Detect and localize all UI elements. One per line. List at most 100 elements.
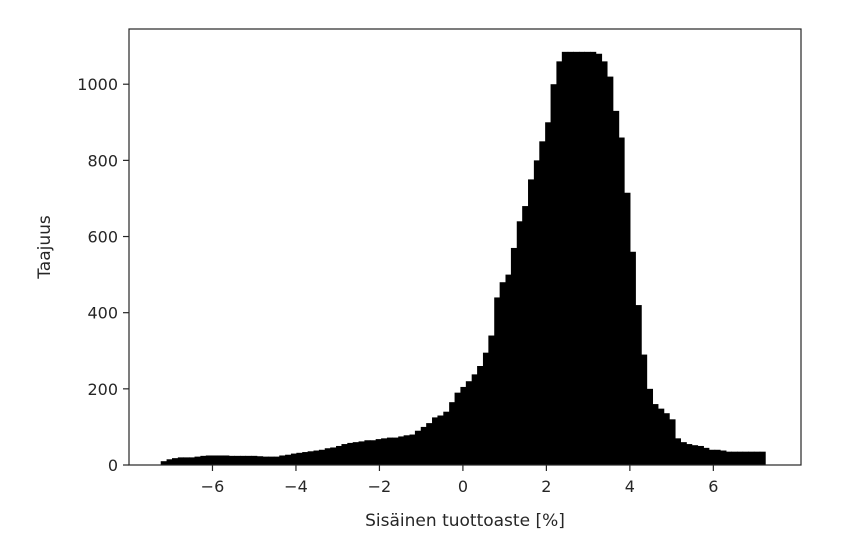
histogram-bar: [674, 438, 681, 465]
histogram-bar: [465, 381, 473, 465]
histogram-bar: [539, 141, 546, 465]
histogram-bar: [612, 110, 620, 466]
histogram-bar: [251, 455, 258, 465]
histogram-bar: [714, 449, 721, 465]
histogram-bar: [759, 451, 766, 465]
y-tick-label: 1000: [77, 75, 118, 94]
histogram-bar: [748, 451, 755, 465]
x-tick-label: 0: [458, 477, 468, 496]
histogram-bar: [443, 411, 450, 465]
histogram-bar: [381, 438, 388, 465]
x-tick-label: 4: [625, 477, 635, 496]
histogram-bar: [290, 453, 297, 465]
histogram-bar: [567, 51, 574, 465]
histogram-bar: [686, 444, 693, 465]
histogram-bar: [392, 437, 399, 465]
histogram-bar: [302, 452, 309, 465]
histogram-bar: [618, 137, 625, 465]
histogram-bar: [245, 455, 252, 465]
histogram-bar: [556, 61, 563, 466]
histogram-bar: [313, 450, 320, 465]
histogram-bar: [641, 354, 648, 465]
histogram-bar: [680, 442, 687, 465]
histogram-bar: [189, 457, 196, 465]
y-tick-label: 0: [108, 456, 118, 475]
histogram-bar: [601, 61, 608, 466]
histogram-bar: [624, 192, 631, 466]
histogram-bar: [375, 439, 382, 465]
histogram-bar: [703, 447, 710, 465]
histogram-bar: [725, 451, 732, 465]
histogram-bar: [488, 335, 495, 465]
histogram-bar: [183, 457, 190, 465]
histogram-bar: [657, 408, 665, 465]
histogram-bar: [652, 404, 659, 465]
histogram-bar: [211, 455, 219, 465]
histogram-bar: [545, 122, 552, 465]
histogram-bar: [697, 445, 704, 465]
histogram-bar: [369, 440, 377, 465]
histogram-bar: [720, 450, 727, 465]
histogram-bar: [205, 455, 213, 465]
histogram-bar: [590, 51, 597, 465]
histogram-bar: [426, 423, 433, 465]
histogram-bar: [330, 447, 337, 465]
histogram-bar: [273, 456, 280, 465]
histogram-bar: [584, 51, 591, 465]
x-tick-label: −4: [284, 477, 308, 496]
histogram-bar: [318, 449, 326, 465]
histogram-bar: [414, 430, 422, 465]
histogram-bar: [364, 440, 371, 465]
histogram-bar: [522, 206, 529, 465]
y-tick-label: 200: [87, 380, 118, 399]
histogram-bar: [494, 297, 501, 465]
histogram-bar: [324, 448, 331, 465]
histogram-bar: [432, 417, 439, 465]
histogram-bar: [753, 451, 761, 465]
histogram-bar: [595, 53, 603, 465]
histogram-bar: [708, 449, 716, 465]
histogram-bar: [177, 457, 184, 465]
histogram-bar: [336, 445, 343, 465]
histogram-bar: [606, 76, 614, 465]
histogram-bar: [256, 456, 264, 465]
histogram-bar: [160, 461, 168, 465]
histogram-bar: [528, 179, 535, 465]
y-axis-label: Taajuus: [35, 215, 55, 280]
histogram-bar: [454, 392, 462, 465]
histogram-bar: [533, 160, 540, 465]
histogram-bar: [386, 437, 393, 465]
y-tick-label: 600: [87, 228, 118, 247]
histogram-bar: [166, 459, 173, 465]
histogram-bar: [194, 456, 201, 465]
histogram-bar: [482, 352, 489, 465]
histogram-bar: [398, 436, 405, 465]
y-tick-label: 400: [87, 304, 118, 323]
histogram-bar: [222, 455, 230, 465]
plot-frame: [128, 28, 802, 466]
histogram-bar: [341, 444, 348, 465]
x-axis-label: Sisäinen tuottoaste [%]: [365, 511, 565, 531]
histogram-bar: [460, 386, 467, 465]
histogram-bar: [635, 305, 642, 465]
histogram-bar: [477, 366, 484, 465]
x-axis: −6 −4 −2 0 2 4 6: [201, 465, 718, 496]
x-tick-label: 2: [541, 477, 551, 496]
histogram-bar: [420, 426, 427, 465]
histogram-bar: [573, 51, 580, 465]
histogram-bar: [285, 454, 292, 465]
histogram-bar: [262, 456, 269, 465]
histogram-bar: [578, 51, 585, 465]
histogram-bar: [669, 419, 676, 465]
histogram-bar: [646, 388, 654, 465]
histogram-bar: [471, 374, 478, 465]
x-tick-label: −2: [368, 477, 392, 496]
histogram-bar: [516, 221, 523, 465]
histogram-bar: [561, 51, 569, 465]
histogram-bar: [742, 451, 750, 465]
histogram-bar: [240, 455, 247, 465]
histogram-bar: [267, 456, 275, 465]
x-tick-label: −6: [201, 477, 225, 496]
histogram-bar: [731, 451, 738, 465]
